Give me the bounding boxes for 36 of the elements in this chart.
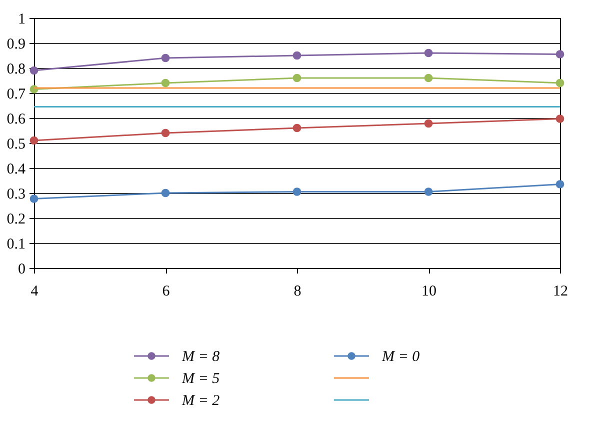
point: [161, 128, 170, 138]
y-tick-label: 0.5: [6, 136, 26, 152]
x-tick-label: 6: [162, 284, 170, 300]
point: [292, 51, 302, 60]
legend-label: M = 5: [181, 371, 220, 387]
point: [556, 50, 564, 58]
y-tick-label: 0.8: [6, 62, 26, 78]
y-tick-label: 0.9: [6, 36, 26, 52]
point: [424, 48, 433, 58]
legend-label: M = 0: [381, 349, 420, 365]
point: [161, 188, 170, 198]
legend-label: M = 8: [181, 349, 220, 365]
point: [292, 124, 302, 132]
x-tick-label: 4: [30, 284, 39, 300]
point: [424, 119, 433, 128]
x-tick-label: 8: [294, 284, 302, 300]
y-tick-label: 0.7: [6, 86, 26, 102]
point: [556, 114, 564, 123]
y-tick-label: 0.6: [6, 112, 26, 128]
y-tick-label: 0.2: [6, 212, 26, 228]
y-tick-label: 0.4: [6, 162, 26, 178]
point: [556, 180, 564, 188]
y-tick-label: 0.1: [6, 236, 26, 252]
point: [292, 74, 302, 82]
point: [161, 78, 170, 88]
point: [556, 78, 564, 88]
point: [292, 188, 302, 196]
y-tick-label: 0.3: [6, 186, 26, 202]
x-tick-label: 12: [553, 284, 568, 300]
y-tick-label: 1: [18, 12, 26, 28]
point: [424, 188, 433, 196]
point: [424, 74, 433, 82]
point: [161, 54, 170, 62]
legend-label: M = 2: [181, 393, 220, 409]
x-tick-label: 10: [422, 284, 436, 300]
y-tick-label: 0: [18, 262, 26, 278]
